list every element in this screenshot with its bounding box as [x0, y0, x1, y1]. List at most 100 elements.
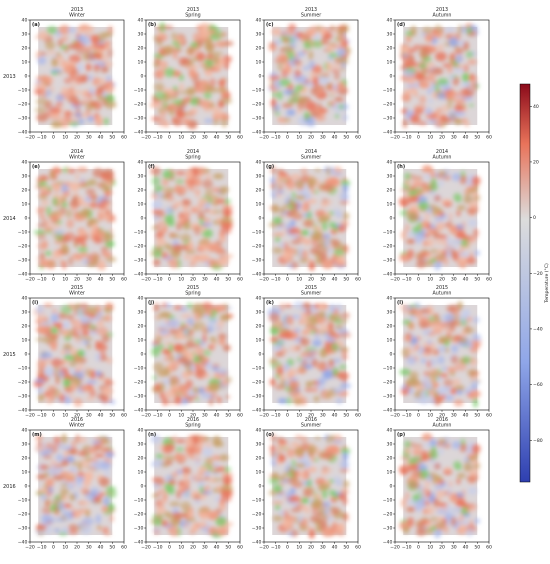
temperature-cell: [461, 25, 467, 34]
temperature-cell: [157, 220, 167, 226]
temperature-cell: [38, 75, 50, 83]
temperature-cell: [459, 443, 468, 453]
panel-title-year: 2013: [305, 7, 317, 13]
temperature-cell: [195, 397, 200, 401]
temperature-cell: [302, 493, 312, 498]
temperature-cell: [452, 240, 464, 244]
temperature-cell: [51, 71, 58, 75]
temperature-cell: [217, 101, 225, 108]
temperature-cell: [62, 167, 69, 173]
temperature-cell: [179, 104, 184, 114]
temperature-cell: [419, 398, 429, 404]
temperature-cell: [318, 477, 324, 484]
temperature-cell: [85, 63, 92, 72]
temperature-cell: [442, 63, 452, 68]
temperature-cell: [62, 321, 70, 327]
y-tick-label: −10: [383, 498, 393, 504]
temperature-cell: [342, 496, 348, 506]
temperature-cell: [102, 186, 111, 192]
panel-label: (k): [266, 300, 274, 306]
y-tick-label: 40: [256, 18, 262, 24]
temperature-cell: [283, 241, 289, 251]
temperature-cell: [322, 501, 331, 507]
temperature-cell: [286, 448, 296, 458]
temperature-cell: [86, 262, 97, 267]
temperature-cell: [156, 26, 162, 30]
temperature-cell: [192, 387, 200, 394]
temperature-cell: [156, 116, 168, 127]
heatmap-field: [30, 430, 124, 542]
temperature-cell: [79, 303, 89, 309]
temperature-cell: [285, 315, 294, 326]
temperature-cell: [402, 52, 409, 59]
panel-title-season: Winter: [69, 291, 85, 297]
temperature-cell: [173, 305, 183, 310]
temperature-cell: [178, 74, 184, 81]
temperature-cell: [295, 32, 304, 38]
y-tick-label: −20: [134, 244, 144, 250]
temperature-cell: [308, 50, 314, 61]
temperature-cell: [422, 383, 434, 391]
temperature-cell: [456, 210, 461, 217]
temperature-cell: [407, 457, 418, 466]
temperature-cell: [76, 349, 85, 357]
temperature-cell: [212, 173, 224, 179]
temperature-cell: [452, 76, 460, 86]
temperature-cell: [190, 205, 201, 213]
temperature-cell: [83, 312, 92, 317]
x-tick-label: 20: [308, 545, 314, 551]
temperature-cell: [203, 349, 212, 357]
temperature-cell: [186, 302, 193, 309]
temperature-cell: [168, 479, 177, 486]
temperature-cell: [89, 369, 97, 380]
temperature-cell: [176, 489, 182, 499]
y-tick-label: −40: [383, 130, 393, 136]
temperature-cell: [422, 351, 429, 357]
temperature-cell: [76, 482, 82, 490]
temperature-cell: [442, 118, 452, 123]
temperature-cell: [402, 307, 411, 314]
temperature-cell: [162, 45, 174, 55]
temperature-cell: [154, 69, 165, 78]
temperature-cell: [467, 487, 478, 495]
temperature-cell: [434, 483, 444, 492]
temperature-cell: [94, 453, 105, 458]
temperature-cell: [336, 44, 348, 49]
x-tick-label: 0: [168, 413, 171, 419]
colorbar-label: Temperature (°C): [544, 263, 550, 304]
temperature-cell: [427, 88, 432, 95]
temperature-cell: [49, 341, 58, 346]
temperature-cell: [276, 180, 287, 186]
temperature-cell: [434, 399, 441, 406]
temperature-cell: [212, 441, 224, 447]
x-tick-label: 40: [463, 413, 469, 419]
temperature-cell: [272, 346, 282, 351]
temperature-cell: [39, 51, 47, 56]
temperature-cell: [342, 375, 347, 384]
temperature-cell: [419, 320, 430, 329]
temperature-cell: [468, 81, 475, 92]
temperature-cell: [286, 109, 296, 116]
temperature-cell: [45, 443, 53, 448]
temperature-cell: [302, 488, 314, 496]
temperature-cell: [424, 212, 431, 220]
panel-label: (d): [397, 22, 405, 28]
field-texture: [400, 23, 480, 129]
temperature-cell: [425, 185, 431, 191]
temperature-cell: [220, 235, 227, 243]
temperature-cell: [427, 506, 434, 516]
temperature-cell: [455, 498, 466, 508]
temperature-cell: [50, 313, 59, 323]
temperature-cell: [194, 231, 201, 236]
temperature-cell: [467, 456, 478, 461]
temperature-cell: [282, 518, 289, 523]
temperature-cell: [278, 491, 284, 495]
temperature-cell: [93, 41, 98, 50]
temperature-cell: [212, 366, 219, 371]
temperature-cell: [268, 42, 277, 46]
temperature-cell: [185, 341, 195, 349]
